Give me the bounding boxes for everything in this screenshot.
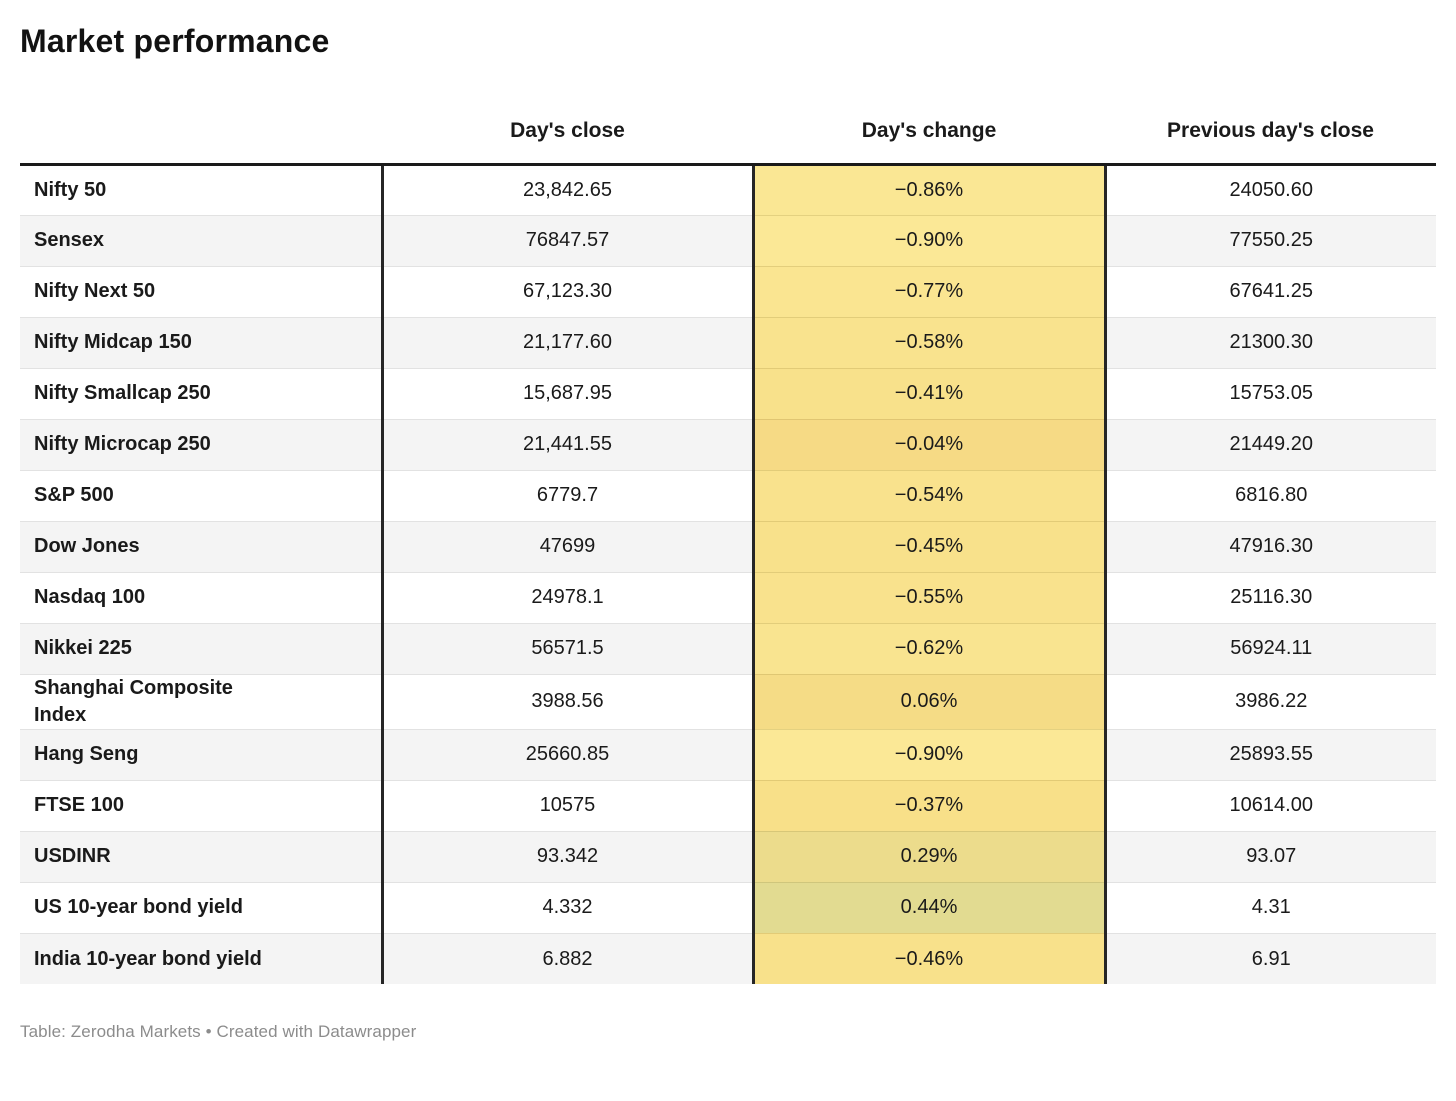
- table-row: S&P 500 6779.7 −0.54% 6816.80: [20, 469, 1436, 522]
- previous-days-close-value: 15753.05: [1103, 367, 1436, 420]
- previous-days-close-value: 25893.55: [1103, 728, 1436, 781]
- days-change-value: −0.54%: [751, 469, 1105, 522]
- previous-days-close-value: 3986.22: [1103, 673, 1436, 730]
- previous-days-close-value: 21449.20: [1103, 418, 1436, 471]
- table-row: Sensex 76847.57 −0.90% 77550.25: [20, 214, 1436, 267]
- days-change-value: −0.62%: [751, 622, 1105, 675]
- table-body: Nifty 50 23,842.65 −0.86% 24050.60 Sensex 768…: [20, 164, 1436, 985]
- table-row: Nifty Midcap 150 21,177.60 −0.58% 21300.30: [20, 316, 1436, 369]
- row-label: Nifty Midcap 150: [20, 316, 382, 369]
- table-row: India 10-year bond yield 6.882 −0.46% 6.91: [20, 932, 1436, 985]
- days-close-value: 6779.7: [380, 469, 753, 522]
- table-row: FTSE 100 10575 −0.37% 10614.00: [20, 779, 1436, 832]
- days-close-value: 24978.1: [380, 571, 753, 624]
- column-header-days-close: Day's close: [382, 88, 753, 166]
- table-row: Nifty Microcap 250 21,441.55 −0.04% 21449.2…: [20, 418, 1436, 471]
- days-close-value: 21,441.55: [380, 418, 753, 471]
- previous-days-close-value: 25116.30: [1103, 571, 1436, 624]
- days-close-value: 21,177.60: [380, 316, 753, 369]
- row-label: Nifty 50: [34, 178, 107, 201]
- table-row: Nasdaq 100 24978.1 −0.55% 25116.30: [20, 571, 1436, 624]
- table-header: Day's close Day's change Previous day's …: [20, 88, 1436, 166]
- attribution-footer: Table: Zerodha Markets • Created with Da…: [20, 1022, 417, 1042]
- previous-days-close-value: 56924.11: [1103, 622, 1436, 675]
- table-row: US 10-year bond yield 4.332 0.44% 4.31: [20, 881, 1436, 934]
- row-label: Sensex: [20, 214, 382, 267]
- row-label: FTSE 100: [20, 779, 382, 832]
- days-close-value: 15,687.95: [380, 367, 753, 420]
- previous-days-close-value: 10614.00: [1103, 779, 1436, 832]
- row-label: Shanghai Composite Index: [20, 673, 382, 730]
- row-label: Nasdaq 100: [20, 571, 382, 624]
- previous-days-close-value: 21300.30: [1103, 316, 1436, 369]
- previous-days-close-value: 47916.30: [1103, 520, 1436, 573]
- days-change-value: −0.58%: [751, 316, 1105, 369]
- previous-days-close-value: 77550.25: [1103, 214, 1436, 267]
- days-close-value: 76847.57: [380, 214, 753, 267]
- column-header-previous-days-close: Previous day's close: [1105, 88, 1436, 166]
- days-change-value: −0.41%: [751, 367, 1105, 420]
- market-performance-table: Day's close Day's change Previous day's …: [20, 88, 1436, 985]
- previous-days-close-value: 24050.60: [1103, 164, 1436, 216]
- days-close-value: 23,842.65: [380, 164, 753, 216]
- previous-days-close-value: 6816.80: [1103, 469, 1436, 522]
- days-change-value: −0.77%: [751, 265, 1105, 318]
- table-row: Nifty Smallcap 250 15,687.95 −0.41% 15753.0…: [20, 367, 1436, 420]
- previous-days-close-value: 6.91: [1103, 932, 1436, 985]
- days-close-value: 93.342: [380, 830, 753, 883]
- days-close-value: 67,123.30: [380, 265, 753, 318]
- days-close-value: 56571.5: [380, 622, 753, 675]
- row-label: Nikkei 225: [20, 622, 382, 675]
- row-label: Hang Seng: [20, 728, 382, 781]
- days-change-value: −0.37%: [751, 779, 1105, 832]
- row-label: USDINR: [20, 830, 382, 883]
- previous-days-close-value: 93.07: [1103, 830, 1436, 883]
- table-row: Dow Jones 47699 −0.45% 47916.30: [20, 520, 1436, 573]
- days-change-value: −0.90%: [751, 214, 1105, 267]
- row-label: Dow Jones: [20, 520, 382, 573]
- days-change-value: 0.29%: [751, 830, 1105, 883]
- page-title: Market performance: [20, 23, 330, 59]
- table-row: USDINR 93.342 0.29% 93.07: [20, 830, 1436, 883]
- days-change-value: 0.06%: [751, 673, 1105, 730]
- table-row: Shanghai Composite Index 3988.56 0.06% 3986…: [20, 673, 1436, 730]
- column-header-days-change: Day's change: [753, 88, 1105, 166]
- days-close-value: 10575: [380, 779, 753, 832]
- days-change-value: −0.55%: [751, 571, 1105, 624]
- row-label: US 10-year bond yield: [20, 881, 382, 934]
- column-header-blank: [20, 88, 382, 166]
- days-close-value: 25660.85: [380, 728, 753, 781]
- previous-days-close-value: 67641.25: [1103, 265, 1436, 318]
- days-change-value: −0.04%: [751, 418, 1105, 471]
- row-label: India 10-year bond yield: [20, 932, 382, 985]
- days-close-value: 6.882: [380, 932, 753, 985]
- table-row: Nifty Next 50 67,123.30 −0.77% 67641.25: [20, 265, 1436, 318]
- previous-days-close-value: 4.31: [1103, 881, 1436, 934]
- days-close-value: 47699: [380, 520, 753, 573]
- days-change-value: −0.45%: [751, 520, 1105, 573]
- row-label: Nifty Microcap 250: [20, 418, 382, 471]
- table-row: Nifty 50 23,842.65 −0.86% 24050.60: [20, 164, 1436, 216]
- table-row: Nikkei 225 56571.5 −0.62% 56924.11: [20, 622, 1436, 675]
- row-label: S&P 500: [20, 469, 382, 522]
- days-change-value: 0.44%: [751, 881, 1105, 934]
- days-change-value: −0.46%: [751, 932, 1105, 985]
- row-label: Nifty Smallcap 250: [20, 367, 382, 420]
- days-change-value: −0.86%: [751, 164, 1105, 216]
- row-label: Nifty Next 50: [20, 265, 382, 318]
- days-close-value: 4.332: [380, 881, 753, 934]
- days-change-value: −0.90%: [751, 728, 1105, 781]
- days-close-value: 3988.56: [380, 673, 753, 730]
- table-row: Hang Seng 25660.85 −0.90% 25893.55: [20, 728, 1436, 781]
